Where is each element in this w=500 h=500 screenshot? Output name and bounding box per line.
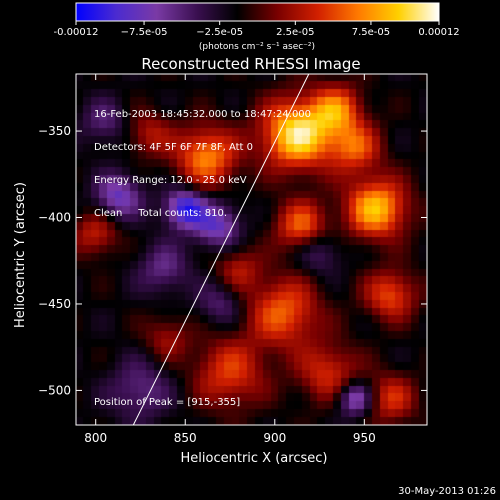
colorbar-ticks: -0.00012 −7.5e-05 −2.5e-05 2.5e-05 7.5e-05 0.… [54, 21, 460, 38]
y-tick-label: −450 [38, 297, 71, 311]
x-tick-label: 850 [174, 431, 197, 445]
y-tick-label: −400 [38, 211, 71, 225]
y-axis-label: Heliocentric Y (arcsec) [13, 182, 28, 328]
colorbar-tick-label: -0.00012 [54, 27, 99, 38]
plot-frame [75, 73, 428, 426]
info-time-range: 16-Feb-2003 18:45:32.000 to 18:47:24.000 [94, 109, 312, 120]
colorbar [75, 2, 440, 22]
heatmap-wrapper [76, 74, 427, 425]
colorbar-unit-label: (photons cm⁻² s⁻¹ asec⁻²) [199, 42, 315, 52]
colorbar-tick-label: 7.5e-05 [352, 27, 390, 38]
colorbar-tick-label: 0.00012 [418, 27, 459, 38]
y-axis-ticks: −350 −400 −450 −500 [38, 124, 427, 397]
observation-info: 16-Feb-2003 18:45:32.000 to 18:47:24.000… [94, 87, 311, 230]
peak-position-text: Position of Peak = [915,-355] [94, 397, 241, 408]
x-tick-label: 950 [353, 431, 376, 445]
info-counts: Clean Total counts: 810. [94, 208, 228, 219]
x-tick-label: 800 [84, 431, 107, 445]
colorbar-tick-label: −2.5e-05 [196, 27, 243, 38]
info-detectors: Detectors: 4F 5F 6F 7F 8F, Att 0 [94, 142, 254, 153]
info-energy-range: Energy Range: 12.0 - 25.0 keV [94, 175, 247, 186]
colorbar-tick-label: −7.5e-05 [121, 27, 168, 38]
chart-title: Reconstructed RHESSI Image [141, 55, 360, 73]
y-tick-label: −350 [38, 124, 71, 138]
x-tick-label: 900 [263, 431, 286, 445]
heatmap-image [76, 74, 427, 425]
x-axis-label: Heliocentric X (arcsec) [181, 451, 328, 466]
colorbar-tick-label: 2.5e-05 [276, 27, 314, 38]
x-axis-ticks: 800 850 900 950 [84, 74, 376, 445]
solar-limb-line [132, 73, 310, 426]
y-tick-label: −500 [38, 383, 71, 397]
date-stamp: 30-May-2013 01:26 [398, 486, 496, 497]
